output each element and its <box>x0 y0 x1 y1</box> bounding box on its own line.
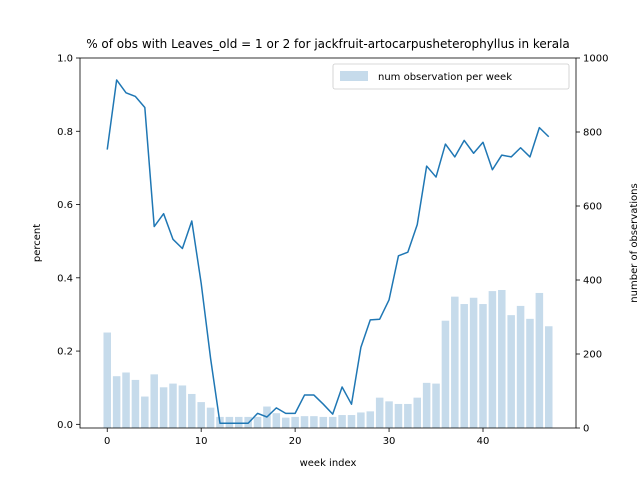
bar <box>366 411 375 428</box>
bar <box>441 320 450 428</box>
y-tick-label: 0.6 <box>57 200 73 211</box>
y-axis-label-right: number of observations <box>629 183 640 302</box>
bar <box>338 415 346 428</box>
y-tick-label: 0.4 <box>57 273 73 284</box>
y-right-tick-label: 1000 <box>583 54 608 65</box>
legend-label: num observation per week <box>378 72 512 83</box>
y-ticks-right: 0 200 400 600 800 1000 <box>576 54 608 435</box>
y-tick-label: 0.0 <box>57 420 73 431</box>
bar <box>479 304 487 428</box>
plot-frame <box>79 57 577 429</box>
bar <box>422 382 431 428</box>
bar <box>291 416 299 428</box>
bar <box>272 413 281 428</box>
bar <box>535 292 544 428</box>
bar <box>310 416 318 428</box>
bar <box>385 401 393 428</box>
bar <box>319 416 328 428</box>
y-ticks-left: 0.0 0.2 0.4 0.6 0.8 1.0 <box>57 54 80 431</box>
bar <box>281 417 290 428</box>
bar <box>178 385 187 428</box>
legend-box <box>332 63 570 90</box>
y-tick-label: 0.8 <box>57 127 73 138</box>
x-tick-label: 40 <box>477 436 490 447</box>
bar <box>169 383 177 428</box>
bar <box>404 403 412 428</box>
bar <box>469 297 478 428</box>
bar <box>545 326 553 428</box>
bar <box>328 416 337 428</box>
y-right-tick-label: 400 <box>583 276 602 287</box>
bar <box>357 412 365 428</box>
bar <box>488 291 497 428</box>
y-tick-label: 1.0 <box>57 54 73 65</box>
bar <box>150 374 158 428</box>
bar <box>526 318 534 428</box>
bar <box>413 397 421 428</box>
y-axis-label: percent <box>32 224 43 262</box>
bar <box>516 305 525 428</box>
legend: num observation per week <box>332 63 570 90</box>
y-right-tick-label: 800 <box>583 128 602 139</box>
chart-title: % of obs with Leaves_old = 1 or 2 for ja… <box>86 37 570 51</box>
bars-layer <box>103 289 553 428</box>
bar <box>451 296 459 428</box>
series-line <box>106 79 550 424</box>
bar <box>225 416 234 428</box>
line-layer <box>106 79 550 424</box>
x-tick-label: 0 <box>104 436 110 447</box>
y-right-tick-label: 600 <box>583 202 602 213</box>
bar <box>432 383 440 428</box>
bar <box>253 416 262 428</box>
bar <box>112 376 121 428</box>
bar <box>300 416 309 428</box>
x-tick-label: 10 <box>195 436 208 447</box>
bar <box>188 393 196 428</box>
legend-swatch <box>340 71 368 81</box>
bar <box>159 387 168 428</box>
bar <box>235 416 243 428</box>
bar <box>347 415 356 428</box>
x-ticks: 0 10 20 30 40 <box>104 428 489 447</box>
bar <box>131 379 140 428</box>
bar <box>103 332 111 428</box>
bar <box>141 396 149 428</box>
bar <box>507 315 515 428</box>
bar <box>206 407 215 428</box>
bar <box>460 304 468 428</box>
bar <box>122 372 130 428</box>
bar <box>498 289 506 428</box>
x-tick-label: 30 <box>383 436 396 447</box>
y-right-tick-label: 0 <box>583 424 589 435</box>
x-axis-label: week index <box>300 458 357 469</box>
bar <box>375 397 384 428</box>
bar <box>197 402 205 428</box>
x-tick-label: 20 <box>289 436 302 447</box>
y-right-tick-label: 200 <box>583 350 602 361</box>
bar <box>394 403 403 428</box>
y-tick-label: 0.2 <box>57 347 73 358</box>
